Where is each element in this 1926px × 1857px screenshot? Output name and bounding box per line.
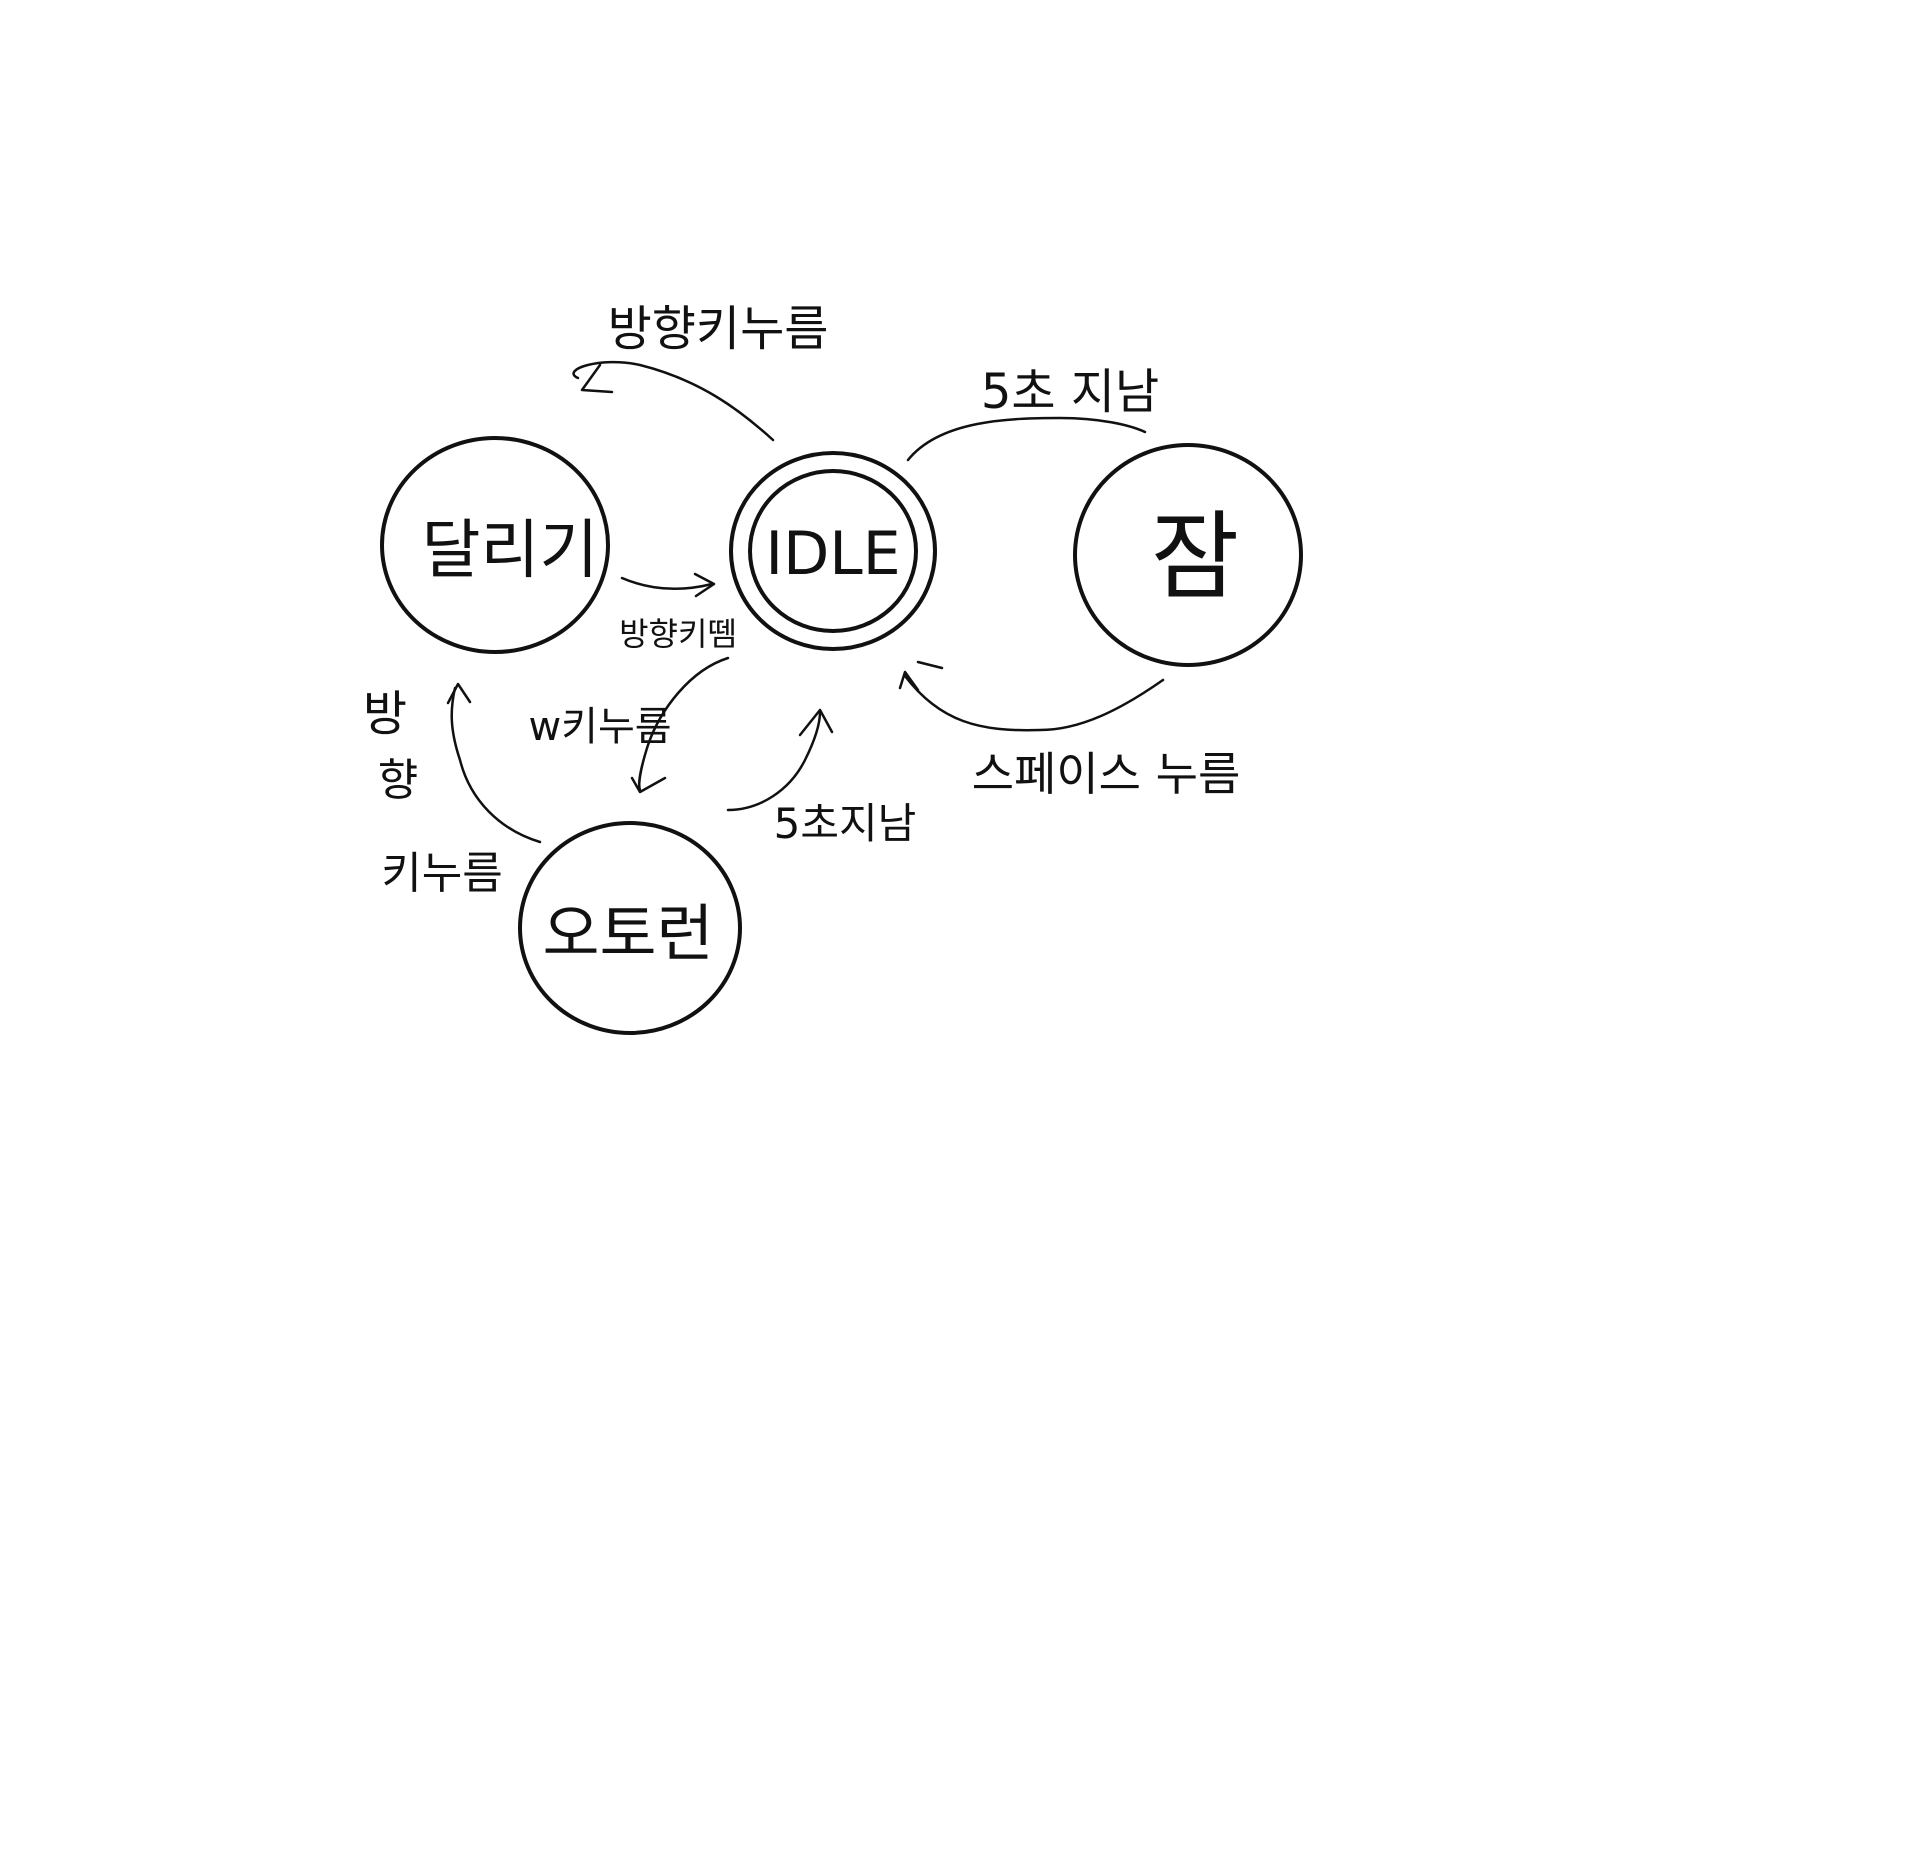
- state-autorun: 오토런: [518, 821, 742, 1035]
- state-idle-label: IDLE: [765, 519, 900, 589]
- label-sleep-to-idle: 스페이스 누름: [972, 747, 1241, 801]
- label-idle-to-autorun: w키누름: [528, 704, 671, 750]
- label-autorun-to-running-1: 방: [363, 686, 407, 742]
- state-idle: IDLE: [729, 451, 937, 651]
- state-idle-inner-circle: [748, 469, 918, 633]
- arrowhead-autorun-to-running: [446, 682, 472, 705]
- arrowhead-idle-to-autorun: [630, 776, 667, 794]
- state-autorun-circle: [518, 821, 742, 1035]
- label-autorun-to-running-2: 향: [378, 755, 418, 806]
- arrow-autorun-to-running: [450, 686, 542, 844]
- transition-idle-to-autorun: w키누름: [528, 656, 730, 794]
- transition-idle-to-running: 방향키누름: [572, 301, 829, 442]
- arrowhead-idle-to-running: [580, 363, 614, 394]
- label-idle-to-sleep: 5초 지남: [981, 364, 1159, 420]
- label-autorun-to-running-3: 키누름: [381, 848, 502, 899]
- arrow-idle-to-autorun: [638, 656, 730, 792]
- transition-idle-to-sleep: 5초 지남: [906, 364, 1159, 462]
- state-running: 달리기: [380, 436, 610, 654]
- state-idle-outer-circle: [729, 451, 937, 651]
- arrow-sleep-to-idle: [903, 674, 1165, 732]
- state-sleep-label: 잠: [1151, 501, 1239, 613]
- state-running-label: 달리기: [422, 514, 599, 588]
- label-autorun-to-idle: 5초지남: [774, 799, 917, 848]
- arrow-idle-to-sleep: [906, 416, 1147, 462]
- transition-autorun-to-running: 방 향 키누름: [363, 682, 542, 899]
- state-sleep-circle: [1073, 443, 1303, 667]
- arrowhead-autorun-to-idle: [798, 708, 834, 737]
- arrow-idle-to-running: [572, 360, 775, 442]
- label-idle-to-running: 방향키누름: [608, 301, 829, 357]
- state-running-circle: [380, 436, 610, 654]
- label-running-to-idle: 방향키뗌: [619, 615, 737, 653]
- arrow-autorun-to-idle: [726, 710, 822, 812]
- arrowhead-sleep-to-idle: [898, 660, 944, 692]
- state-autorun-label: 오토런: [542, 897, 713, 970]
- arrowhead-running-to-idle: [693, 572, 716, 598]
- transition-sleep-to-idle: 스페이스 누름: [898, 660, 1241, 801]
- transition-autorun-to-idle: 5초지남: [726, 708, 917, 848]
- state-sleep: 잠: [1073, 443, 1303, 667]
- arrow-running-to-idle: [620, 576, 714, 591]
- transition-running-to-idle: 방향키뗌: [619, 572, 737, 653]
